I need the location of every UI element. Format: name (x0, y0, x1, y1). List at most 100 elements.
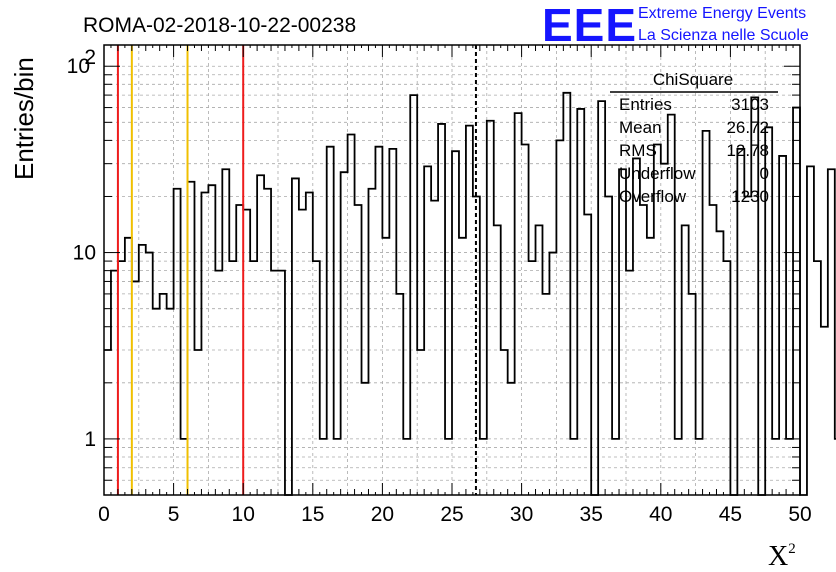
stats-label: Entries (619, 95, 672, 114)
y-tick-label-exponent: 2 (84, 46, 96, 69)
histogram-bin (814, 261, 821, 495)
x-tick-label: 10 (232, 503, 255, 526)
histogram-bin (710, 205, 717, 495)
histogram-bin (772, 439, 779, 495)
stats-value: 1230 (731, 187, 769, 206)
histogram-bin (807, 166, 814, 495)
histogram-bin (292, 178, 299, 495)
histogram-bin (563, 93, 570, 495)
stats-value: 26.72 (726, 118, 769, 137)
histogram-bin (348, 135, 355, 495)
histogram-bin (570, 439, 577, 495)
histogram-bars (104, 91, 836, 496)
histogram-bin (278, 271, 285, 495)
reference-lines (116, 45, 477, 495)
run-title: ROMA-02-2018-10-22-00238 (83, 14, 356, 37)
histogram-bin (438, 124, 445, 495)
histogram-bin (320, 439, 327, 495)
histogram-bin (215, 271, 222, 495)
histogram-bin (355, 205, 362, 495)
histogram-bin (661, 164, 668, 495)
histogram-bin (313, 261, 320, 495)
x-axis-ticks: 0 5 10 15 20 25 30 35 40 45 50 (98, 45, 812, 526)
histogram-bin (445, 439, 452, 495)
histogram-bin (403, 439, 410, 495)
histogram-bin (619, 169, 626, 495)
histogram-bin (626, 271, 633, 495)
histogram-bin (612, 439, 619, 495)
x-tick-label: 5 (168, 503, 180, 526)
histogram-bin (529, 261, 536, 495)
histogram-bin (689, 294, 696, 495)
stats-box: ChiSquare Entries 3103 Mean 26.72 RMS 12.78 Un… (610, 70, 778, 206)
logo-line-2: La Scienza nelle Scuole (638, 27, 809, 44)
histogram-bin (640, 205, 647, 495)
logo-line-1: Extreme Energy Events (638, 5, 806, 22)
eee-logo: EEE Extreme Energy Events La Scienza nel… (542, 0, 809, 51)
histogram-bin (633, 158, 640, 495)
histogram-bin (508, 383, 515, 495)
histogram-bin (577, 109, 584, 495)
stats-label: RMS (619, 141, 657, 160)
histogram-bin (536, 225, 543, 495)
histogram-outline (104, 91, 836, 496)
stats-label: Mean (619, 118, 662, 137)
histogram-bin (793, 108, 800, 495)
x-tick-label: 20 (371, 503, 394, 526)
histogram-bin (341, 172, 348, 495)
histogram-bin (334, 439, 341, 495)
histogram-bin (104, 350, 111, 495)
histogram-bin (417, 350, 424, 495)
histogram-bin (229, 261, 236, 495)
histogram-bin (431, 201, 438, 495)
histogram-bin (584, 215, 591, 495)
histogram-bin (828, 169, 835, 495)
histogram-bin (160, 294, 167, 495)
stats-label: Underflow (619, 164, 696, 183)
histogram-bin (522, 145, 529, 495)
stats-value: 12.78 (726, 141, 769, 160)
histogram-bin (549, 253, 556, 495)
histogram-bin (375, 147, 382, 495)
histogram-bin (598, 101, 605, 495)
x-axis-label-superscript: 2 (788, 541, 796, 557)
histogram-bin (362, 383, 369, 495)
y-tick-label: 10 (67, 55, 90, 78)
x-tick-label: 40 (649, 503, 672, 526)
histogram-bin (786, 439, 793, 495)
x-tick-label: 50 (788, 503, 811, 526)
histogram-bin (174, 189, 181, 495)
histogram-bin (466, 126, 473, 495)
histogram-bin (201, 193, 208, 495)
svg-text:X2: X2 (768, 541, 796, 572)
histogram-bin (647, 238, 654, 495)
histogram-bin (153, 309, 160, 495)
x-tick-label: 35 (580, 503, 603, 526)
histogram-bin (501, 350, 508, 495)
histogram-bin (146, 253, 153, 495)
stats-title: ChiSquare (653, 70, 733, 89)
histogram-bin (605, 196, 612, 495)
histogram-bin (542, 294, 549, 495)
histogram-bin (779, 156, 786, 495)
histogram-bin (243, 210, 250, 495)
histogram-bin (675, 439, 682, 495)
histogram-bin (194, 350, 201, 495)
histogram-bin (382, 238, 389, 495)
y-tick-label: 1 (84, 428, 96, 451)
histogram-bin (744, 196, 751, 495)
x-tick-label: 25 (440, 503, 463, 526)
histogram-bin (139, 245, 146, 495)
histogram-bin (368, 189, 375, 495)
x-axis-label: X2 (768, 541, 796, 572)
histogram-bin (264, 189, 271, 495)
histogram-bin (236, 205, 243, 495)
histogram-bin (181, 439, 188, 495)
histogram-bin (452, 151, 459, 495)
histogram-bin (480, 439, 487, 495)
histogram-bin (515, 113, 522, 495)
histogram-bin (682, 225, 689, 495)
x-axis-label-main: X (768, 541, 788, 572)
